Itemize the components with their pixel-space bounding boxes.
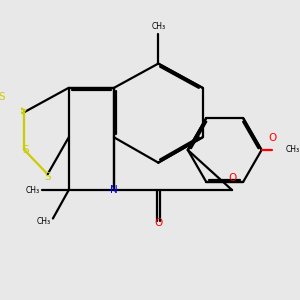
Text: CH₃: CH₃ xyxy=(36,217,50,226)
Text: S: S xyxy=(0,92,5,101)
Text: CH₃: CH₃ xyxy=(285,146,299,154)
Text: S: S xyxy=(44,172,51,182)
Text: O: O xyxy=(228,173,236,184)
Text: O: O xyxy=(154,218,162,228)
Text: CH₃: CH₃ xyxy=(151,22,165,32)
Text: CH₃: CH₃ xyxy=(26,186,40,195)
Text: N: N xyxy=(110,185,118,195)
Text: O: O xyxy=(268,134,276,143)
Text: S: S xyxy=(22,145,29,155)
